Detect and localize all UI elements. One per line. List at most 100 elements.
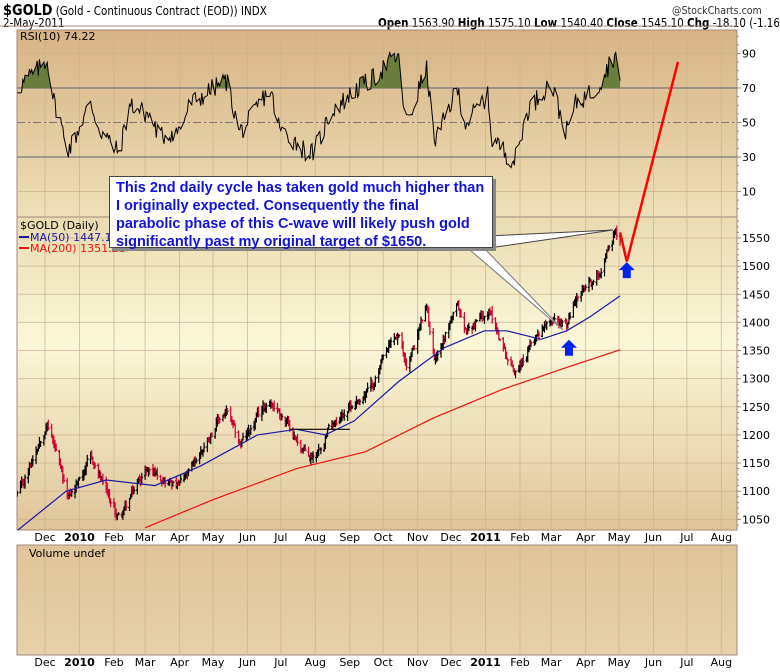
price-bar [249, 424, 253, 436]
price-bar [226, 407, 229, 415]
month-label: May [202, 531, 225, 544]
price-bar [529, 340, 533, 347]
up-arrow-icon [618, 262, 635, 279]
month-label: 2010 [64, 656, 95, 669]
price-bar [39, 440, 42, 447]
price-bar [311, 451, 315, 464]
price-tick-label: 1500 [742, 260, 770, 273]
annotations [468, 61, 680, 356]
volume-label: Volume undef [29, 547, 106, 560]
month-label: Mar [135, 531, 156, 544]
month-label: Jul [273, 656, 287, 669]
month-label: Aug [305, 531, 326, 544]
volume-panel [16, 544, 738, 656]
price-tick-label: 1100 [742, 485, 770, 498]
price-bar [70, 489, 73, 497]
month-label: Jun [238, 656, 256, 669]
price-bar [505, 351, 508, 360]
price-bar [257, 406, 260, 418]
price-bar [128, 497, 131, 511]
price-bar [85, 454, 89, 467]
ma200-line [144, 349, 621, 529]
price-bar [405, 358, 408, 371]
month-label: Oct [374, 656, 394, 669]
month-label: Aug [711, 531, 732, 544]
axes: Dec Dec 2010 2010 Feb Feb Mar Mar Apr Apr May May Ju… [34, 35, 770, 669]
rsi-label: RSI(10) 74.22 [20, 30, 95, 43]
month-label: Feb [510, 656, 529, 669]
gridlines [17, 30, 737, 655]
price-bar [241, 432, 245, 441]
month-label: Dec [34, 656, 55, 669]
month-label: May [608, 656, 631, 669]
month-label: Apr [170, 656, 190, 669]
price-bar [327, 423, 330, 430]
callout-pointer [468, 249, 564, 331]
rsi-tick-label: 50 [742, 117, 756, 130]
price-bar [459, 309, 463, 318]
month-label: Jul [679, 656, 693, 669]
price-bar [522, 354, 525, 367]
price-bar [389, 337, 393, 349]
exchange: INDX [241, 4, 267, 18]
month-label: Aug [711, 656, 732, 669]
price-tick-label: 1350 [742, 345, 770, 358]
projection-line [618, 61, 680, 262]
price-bar [514, 370, 517, 379]
price-bar [124, 500, 128, 511]
price-bar [428, 321, 432, 336]
price-tick-label: 1400 [742, 316, 770, 329]
price-bar [62, 474, 66, 483]
month-label: Apr [576, 531, 596, 544]
price-bar [358, 399, 362, 406]
price-bar [335, 416, 338, 426]
month-label: Mar [135, 656, 156, 669]
price-bar [280, 413, 284, 421]
description: (Gold - Continuous Contract (EOD)) [55, 4, 238, 18]
price-bar [615, 225, 619, 241]
price-bar [451, 311, 455, 321]
price-bar [272, 400, 276, 412]
price-bar [17, 490, 19, 497]
price-bar [483, 315, 486, 324]
price-bar [475, 319, 478, 322]
price-bar [599, 268, 603, 279]
price-bar [498, 339, 502, 341]
price-series [17, 225, 622, 530]
up-arrow-icon [560, 339, 577, 356]
price-bar [140, 472, 144, 485]
month-label: Aug [305, 656, 326, 669]
price-bar [420, 319, 424, 324]
price-bar [607, 244, 611, 251]
month-label: Feb [104, 531, 123, 544]
price-tick-label: 1450 [742, 288, 770, 301]
price-bar [545, 321, 548, 331]
price-bar [117, 512, 120, 516]
ma50-legend: MA(50) 1447.17 [30, 231, 119, 244]
price-bar [109, 498, 112, 508]
price-bar [506, 358, 510, 366]
month-label: Sep [339, 656, 360, 669]
price-bar [54, 443, 58, 452]
symbol: $GOLD [3, 1, 53, 19]
price-bar [304, 444, 307, 452]
price-bar [397, 334, 401, 339]
price-bar [179, 474, 183, 484]
price-bar [413, 344, 416, 350]
price-bar [350, 405, 354, 410]
month-label: Nov [407, 656, 429, 669]
month-label: Sep [339, 531, 360, 544]
price-bar [265, 402, 268, 414]
price-bar [319, 447, 323, 455]
ma200-legend: MA(200) 1351.28 [30, 242, 126, 255]
ma50-line [17, 295, 621, 530]
price-bar [379, 359, 383, 370]
price-bar [148, 467, 151, 476]
price-bar [374, 375, 377, 388]
price-bar [467, 322, 471, 332]
month-label: May [608, 531, 631, 544]
month-label: Jun [644, 656, 662, 669]
price-bar [31, 455, 35, 467]
